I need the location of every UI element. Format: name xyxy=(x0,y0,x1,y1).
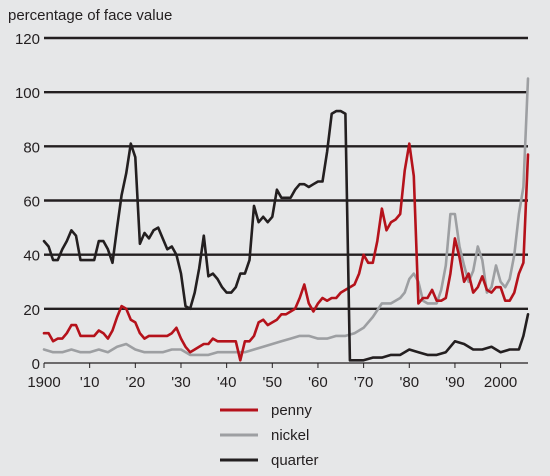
x-tick-label: 2000 xyxy=(484,374,517,391)
x-tick-label: '80 xyxy=(400,374,420,391)
x-tick-label: '90 xyxy=(445,374,465,391)
y-axis-label: percentage of face value xyxy=(8,7,172,24)
series-layer xyxy=(42,77,530,362)
y-tick-label: 100 xyxy=(15,85,40,102)
y-tick-label: 80 xyxy=(23,139,40,156)
series-line-penny xyxy=(42,142,530,362)
x-tick-label: 1900 xyxy=(27,374,60,391)
x-tick-label: '10 xyxy=(80,374,100,391)
y-tick-label: 60 xyxy=(23,194,40,211)
legend-label-quarter: quarter xyxy=(271,452,319,469)
y-tick-label: 40 xyxy=(23,248,40,265)
x-tick-label: '20 xyxy=(126,374,146,391)
y-tick-label: 120 xyxy=(15,31,40,48)
x-tick-label: '70 xyxy=(354,374,374,391)
y-tick-labels: 0 20 40 60 80 100 120 xyxy=(15,31,40,373)
y-tick-label: 20 xyxy=(23,302,40,319)
x-tick-label: '50 xyxy=(263,374,283,391)
series-line-quarter xyxy=(42,109,530,362)
y-tick-label: 0 xyxy=(32,356,40,373)
x-tick-label: '60 xyxy=(308,374,328,391)
legend-label-penny: penny xyxy=(271,402,312,419)
legend-label-nickel: nickel xyxy=(271,427,309,444)
x-tick-label: '40 xyxy=(217,374,237,391)
x-tick-labels: 1900 '10 '20 '30 '40 '50 '60 '70 '80 '90 2000 xyxy=(27,363,517,391)
legend: penny nickel quarter xyxy=(220,402,319,469)
x-tick-label: '30 xyxy=(171,374,191,391)
